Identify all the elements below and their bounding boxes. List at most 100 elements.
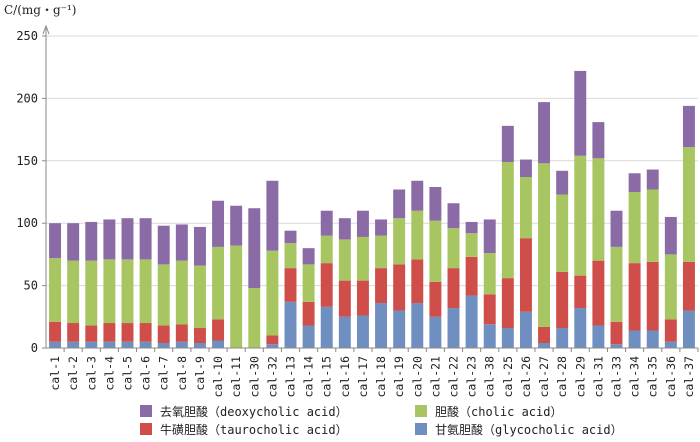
bar-segment-cal-26-s3 — [519, 159, 532, 178]
legend-item-cholic: 胆酸（cholic acid） — [415, 402, 562, 420]
bar-segment-cal-25-s3 — [501, 125, 514, 163]
bar-segment-cal-36-s3 — [664, 216, 677, 255]
bar-segment-cal-11-s3 — [230, 205, 243, 246]
bar-segment-cal-25-s1 — [501, 278, 514, 329]
bar-segment-cal-21-s1 — [429, 281, 442, 317]
bar-segment-cal-1-s1 — [49, 321, 62, 342]
bar-segment-cal-30-s2 — [248, 288, 261, 348]
bar-segment-cal-3-s0 — [85, 341, 98, 348]
bar-segment-cal-37-s2 — [682, 147, 695, 262]
bar-segment-cal-19-s0 — [393, 310, 406, 348]
bars — [49, 70, 695, 348]
bar-segment-cal-7-s3 — [157, 225, 170, 265]
y-tick-label: 200 — [16, 91, 38, 105]
y-tick-label: 150 — [16, 154, 38, 168]
bar-segment-cal-33-s1 — [610, 321, 623, 345]
bar-segment-cal-20-s1 — [411, 259, 424, 304]
bar-segment-cal-31-s2 — [592, 158, 605, 261]
x-tick-labels: cal-1 cal-2 cal-3 cal-4 cal-5 cal-6 cal-7 cal-8… — [48, 356, 696, 398]
y-tick-label: 50 — [24, 279, 38, 293]
bar-segment-cal-18-s2 — [375, 235, 388, 269]
bar-segment-cal-22-s2 — [447, 228, 460, 269]
bar-segment-cal-19-s2 — [393, 218, 406, 265]
bar-segment-cal-28-s2 — [556, 194, 569, 272]
bar-segment-cal-22-s1 — [447, 268, 460, 309]
bar-segment-cal-7-s1 — [157, 325, 170, 344]
bar-segment-cal-8-s2 — [175, 260, 188, 325]
y-axis-arrow — [42, 24, 50, 35]
bar-segment-cal-26-s1 — [519, 238, 532, 312]
x-tick-label: cal-21 — [428, 356, 442, 398]
bar-segment-cal-34-s1 — [628, 263, 641, 331]
bar-segment-cal-16-s3 — [338, 218, 351, 240]
bar-segment-cal-32-s3 — [266, 180, 279, 251]
bar-segment-cal-2-s2 — [67, 260, 80, 324]
y-tick-label: 0 — [31, 341, 38, 355]
bar-segment-cal-34-s2 — [628, 192, 641, 264]
bar-segment-cal-33-s2 — [610, 246, 623, 322]
bar-segment-cal-8-s1 — [175, 324, 188, 342]
bar-segment-cal-5-s3 — [121, 218, 134, 260]
x-tick-label: cal-26 — [519, 356, 533, 398]
bar-segment-cal-29-s1 — [574, 275, 587, 309]
legend: 去氧胆酸（deoxycholic acid） 胆酸（cholic acid） 牛… — [130, 398, 650, 438]
bar-segment-cal-27-s2 — [538, 163, 551, 327]
bar-segment-cal-26-s2 — [519, 177, 532, 239]
bar-segment-cal-32-s2 — [266, 250, 279, 336]
x-tick-label: cal-28 — [555, 356, 569, 398]
bar-segment-cal-17-s1 — [356, 280, 369, 316]
x-tick-label: cal-1 — [48, 356, 62, 391]
x-tick-label: cal-11 — [229, 356, 243, 398]
x-tick-label: cal-27 — [537, 356, 551, 398]
bar-segment-cal-3-s2 — [85, 260, 98, 326]
bar-segment-cal-3-s3 — [85, 221, 98, 261]
y-tick-labels: 0 50 100 150 200 250 — [16, 29, 38, 355]
bar-segment-cal-5-s2 — [121, 259, 134, 324]
bar-segment-cal-7-s2 — [157, 264, 170, 326]
bar-segment-cal-9-s0 — [193, 343, 206, 348]
bar-segment-cal-19-s3 — [393, 189, 406, 219]
x-tick-label: cal-16 — [338, 356, 352, 398]
x-tick-label: cal-10 — [211, 356, 225, 398]
bar-segment-cal-6-s0 — [139, 341, 152, 348]
x-tick-label: cal-17 — [356, 356, 370, 398]
y-tick-label: 250 — [16, 29, 38, 43]
x-tick-label: cal-4 — [102, 356, 116, 391]
bar-segment-cal-22-s3 — [447, 203, 460, 229]
bar-segment-cal-13-s2 — [284, 243, 297, 269]
bar-segment-cal-14-s3 — [302, 248, 315, 265]
bar-segment-cal-20-s2 — [411, 210, 424, 260]
bar-segment-cal-27-s3 — [538, 102, 551, 164]
y-tick-label: 100 — [16, 216, 38, 230]
bar-segment-cal-29-s0 — [574, 308, 587, 348]
bar-segment-cal-4-s2 — [103, 259, 116, 324]
bar-segment-cal-2-s3 — [67, 223, 80, 261]
bar-segment-cal-35-s0 — [646, 330, 659, 348]
bar-segment-cal-25-s0 — [501, 328, 514, 348]
bar-segment-cal-28-s1 — [556, 271, 569, 329]
bar-segment-cal-18-s1 — [375, 268, 388, 304]
bar-segment-cal-2-s0 — [67, 341, 80, 348]
x-tick-label: cal-33 — [610, 356, 624, 398]
legend-label-deoxycholic: 去氧胆酸（deoxycholic acid） — [160, 404, 348, 419]
bar-segment-cal-28-s0 — [556, 328, 569, 348]
x-tick-label: cal-25 — [501, 356, 515, 398]
x-tick-label: cal-22 — [447, 356, 461, 398]
x-tick-label: cal-13 — [284, 356, 298, 398]
bar-segment-cal-23-s3 — [465, 221, 478, 234]
bar-segment-cal-17-s3 — [356, 210, 369, 237]
bar-segment-cal-15-s0 — [320, 306, 333, 348]
x-tick-label: cal-2 — [66, 356, 80, 391]
bar-segment-cal-26-s0 — [519, 311, 532, 348]
bar-segment-cal-32-s1 — [266, 335, 279, 345]
x-tick-label: cal-31 — [591, 356, 605, 398]
bar-segment-cal-13-s0 — [284, 301, 297, 348]
bar-segment-cal-20-s0 — [411, 303, 424, 348]
legend-item-glycocholic: 甘氨胆酸（glycocholic acid） — [415, 420, 623, 438]
bar-segment-cal-6-s2 — [139, 259, 152, 324]
bar-segment-cal-16-s0 — [338, 316, 351, 348]
bar-segment-cal-20-s3 — [411, 180, 424, 211]
x-tick-label: cal-14 — [302, 356, 316, 398]
bar-segment-cal-9-s3 — [193, 226, 206, 266]
